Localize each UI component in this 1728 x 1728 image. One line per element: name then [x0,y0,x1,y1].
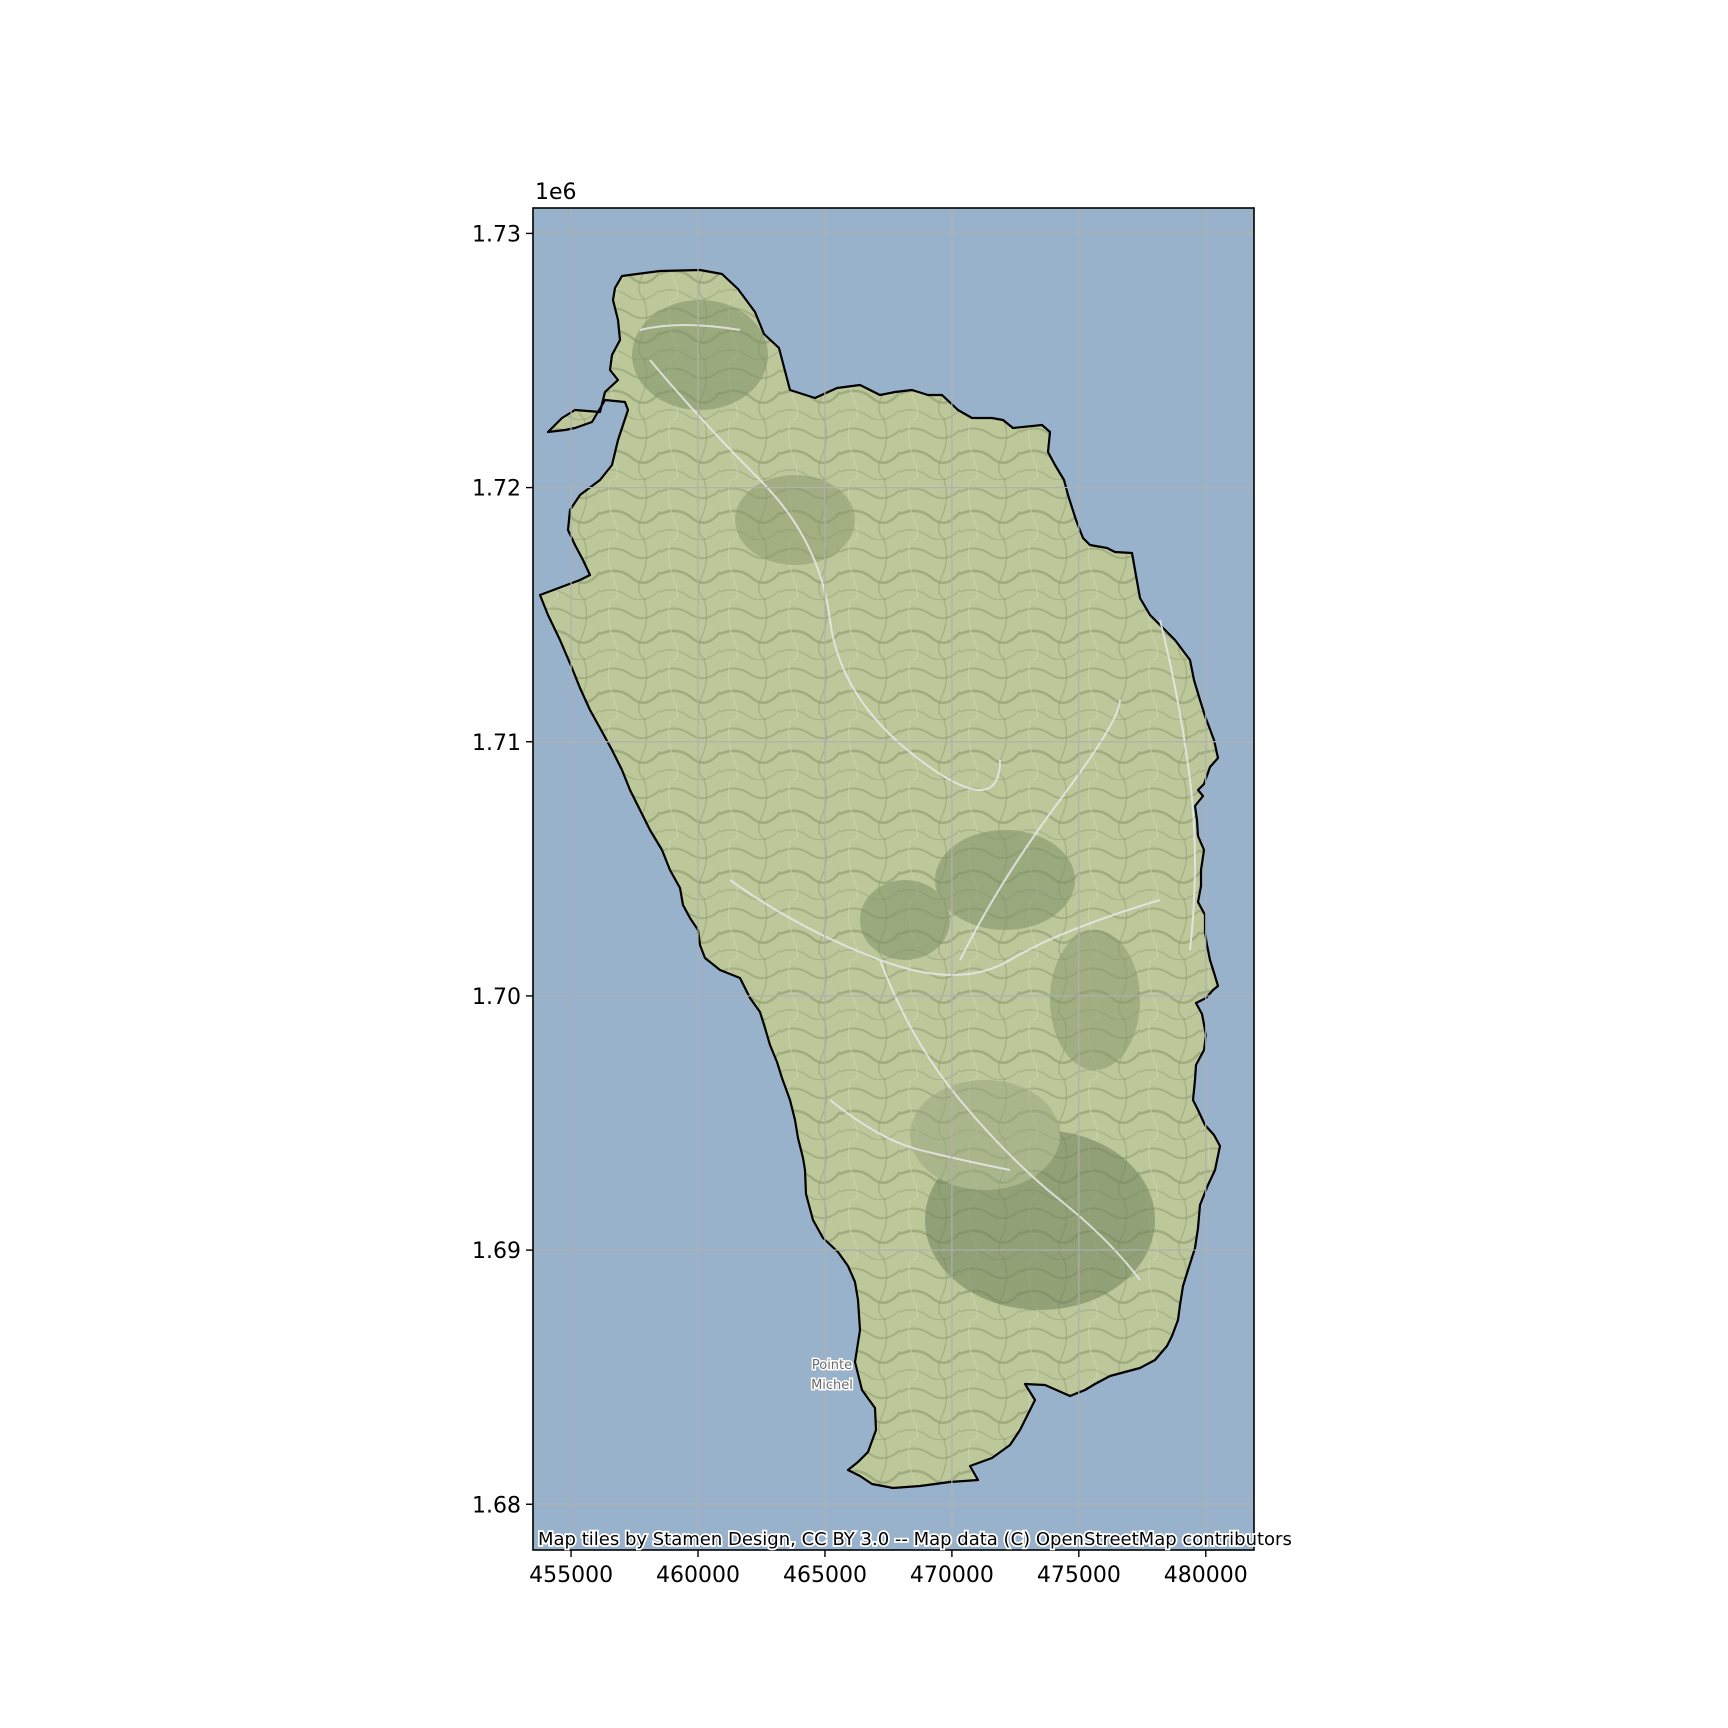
x-tick-label: 460000 [656,1563,740,1588]
place-label-pointe: Pointe [812,1358,852,1373]
x-tick-label: 470000 [910,1563,994,1588]
x-tick-label: 480000 [1164,1563,1248,1588]
terrain-shading [632,300,1155,1310]
place-label-michel: Michel [811,1378,853,1393]
y-tick-label: 1.69 [472,1239,521,1264]
grid-lines [533,208,1254,1550]
y-tick-label: 1.73 [472,222,521,247]
y-axis-offset-label: 1e6 [535,180,577,205]
x-tick-label: 465000 [783,1563,867,1588]
x-tick-label: 475000 [1037,1563,1121,1588]
x-axis: 455000 460000 465000 470000 475000 480000 [529,1550,1248,1588]
y-tick-label: 1.71 [472,731,521,756]
y-tick-label: 1.68 [472,1493,521,1518]
x-tick-label: 455000 [529,1563,613,1588]
y-axis: 1.73 1.72 1.71 1.70 1.69 1.68 [472,222,533,1518]
road-network [639,324,1196,1281]
axes-frame [532,207,1255,1551]
y-tick-label: 1.70 [472,985,521,1010]
attribution-text: Map tiles by Stamen Design, CC BY 3.0 --… [538,1529,1292,1550]
y-tick-label: 1.72 [472,477,521,502]
